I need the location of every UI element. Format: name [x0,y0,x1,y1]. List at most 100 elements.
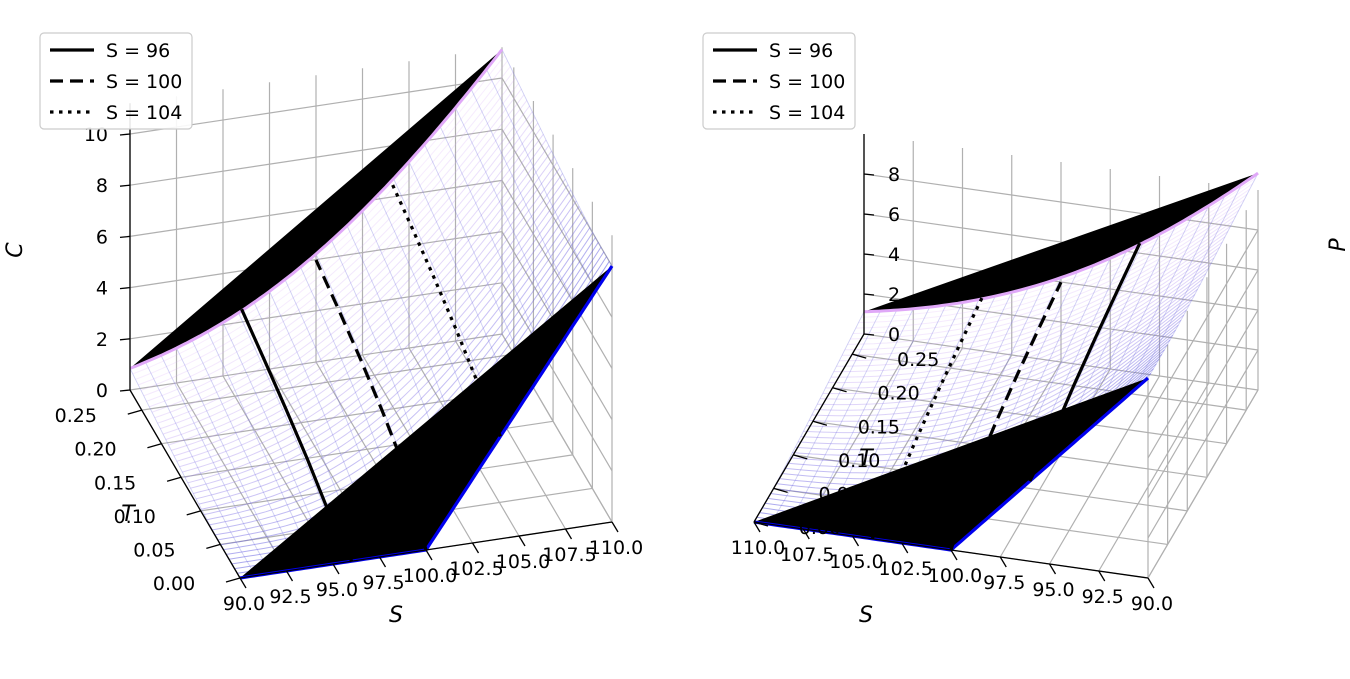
y-tick-mark [753,521,769,527]
z-axis-label: C [3,242,28,258]
y-axis-line [753,333,865,523]
z-axis-label: P [1326,238,1350,252]
y-tick-mark [225,577,241,583]
x-tick-mark [1098,570,1106,582]
x-tick-mark [851,535,860,547]
y-tick-mark [793,454,808,460]
z-tick-label: 2 [888,284,900,306]
x-tick-mark [950,549,958,561]
y-tick-mark [166,476,182,482]
call-surface-panel: 90.0 92.5 95.0 97.5100.0102.5105.0107.5110.… [3,32,643,628]
z-tick-label: 6 [96,226,108,248]
price-surface [753,172,1259,551]
x-tick-mark [425,549,433,561]
z-tick-mark [119,286,131,290]
slice-line-s-104 [388,179,502,438]
y-tick-label: 0.10 [838,450,880,472]
y-tick-label: 0.00 [153,573,195,595]
z-tick-label: 0 [96,380,108,402]
y-tick-label: 0.05 [133,539,175,561]
z-tick-label: 2 [96,329,108,351]
z-tick-mark [119,235,131,239]
z-tick-mark [119,184,131,187]
z-tick-label: 8 [96,175,108,197]
legend-entry: S = 100 [106,71,182,93]
x-axis-label: S [389,603,403,628]
x-tick-label: 107.5 [542,544,596,566]
y-tick-label: 0.00 [799,517,841,539]
z-tick-label: 0 [888,324,900,346]
z-tick-label: 8 [888,164,900,186]
z-tick-mark [863,213,875,216]
x-tick-mark [239,577,247,589]
legend-entry: S = 100 [769,71,845,93]
x-tick-label: 90.0 [223,593,265,615]
y-tick-label: 0.10 [114,506,156,528]
z-tick-mark [119,133,131,136]
slice-line-s-96 [1028,242,1142,482]
x-tick-label: 100.0 [928,565,982,587]
x-tick-mark [611,521,619,533]
y-tick-mark [147,443,162,449]
x-tick-mark [802,528,810,540]
x-tick-mark [518,535,526,547]
y-tick-label: 0.25 [55,405,97,427]
x-tick-label: 95.0 [316,579,358,601]
legend: S = 96 S = 100 S = 104 [702,32,856,130]
x-tick-label: 100.0 [403,565,457,587]
legend-entry: S = 96 [769,40,833,62]
x-tick-label: 92.5 [269,586,311,608]
legend-entry: S = 104 [769,102,845,124]
z-tick-label: 4 [96,278,108,300]
slice-line-s-96 [240,308,354,562]
x-tick-label: 97.5 [362,572,404,594]
x-tick-mark [471,542,480,554]
z-tick-label: 4 [888,244,900,266]
y-tick-mark [852,353,867,359]
x-tick-label: 95.0 [1032,579,1074,601]
y-tick-label: 0.20 [74,439,116,461]
x-tick-mark [564,528,573,540]
z-tick-mark [863,333,875,336]
z-tick-mark [119,338,131,341]
max-maturity-edge [129,48,504,370]
x-tick-label: 107.5 [780,544,834,566]
x-tick-mark [332,563,340,575]
y-tick-mark [773,487,788,494]
x-tick-label: 97.5 [983,572,1025,594]
slice-line-s-100 [949,281,1063,551]
y-tick-mark [832,387,847,393]
payoff-edge [239,265,614,580]
x-tick-mark [753,521,761,533]
z-tick-mark [863,293,875,296]
x-tick-mark [1147,577,1155,589]
y-tick-mark [812,420,828,426]
legend-entry: S = 104 [106,102,182,124]
legend: S = 96 S = 100 S = 104 [39,32,193,130]
y-tick-label: 0.15 [858,416,900,438]
put-surface-panel: 90.0 92.5 95.0 97.5100.0102.5105.0107.5110.… [702,32,1350,628]
y-axis-line [129,389,241,579]
y-tick-mark [186,510,201,516]
x-tick-mark [378,556,387,568]
z-tick-mark [119,389,131,392]
x-axis-label: S [859,603,873,628]
y-tick-label: 0.20 [877,383,919,405]
x-tick-label: 105.0 [829,551,883,573]
x-tick-label: 90.0 [1131,593,1173,615]
y-tick-label: 0.15 [94,472,136,494]
x-tick-mark [285,570,294,582]
slice-line-s-104 [870,296,984,540]
slice-line-s-100 [314,259,428,551]
x-tick-label: 105.0 [496,551,550,573]
x-tick-label: 110.0 [731,537,785,559]
axes [753,134,1155,589]
z-tick-mark [863,173,875,176]
axes [119,103,619,589]
y-tick-mark [206,543,221,550]
x-tick-label: 102.5 [879,558,933,580]
z-tick-mark [863,253,875,256]
x-tick-label: 102.5 [449,558,503,580]
